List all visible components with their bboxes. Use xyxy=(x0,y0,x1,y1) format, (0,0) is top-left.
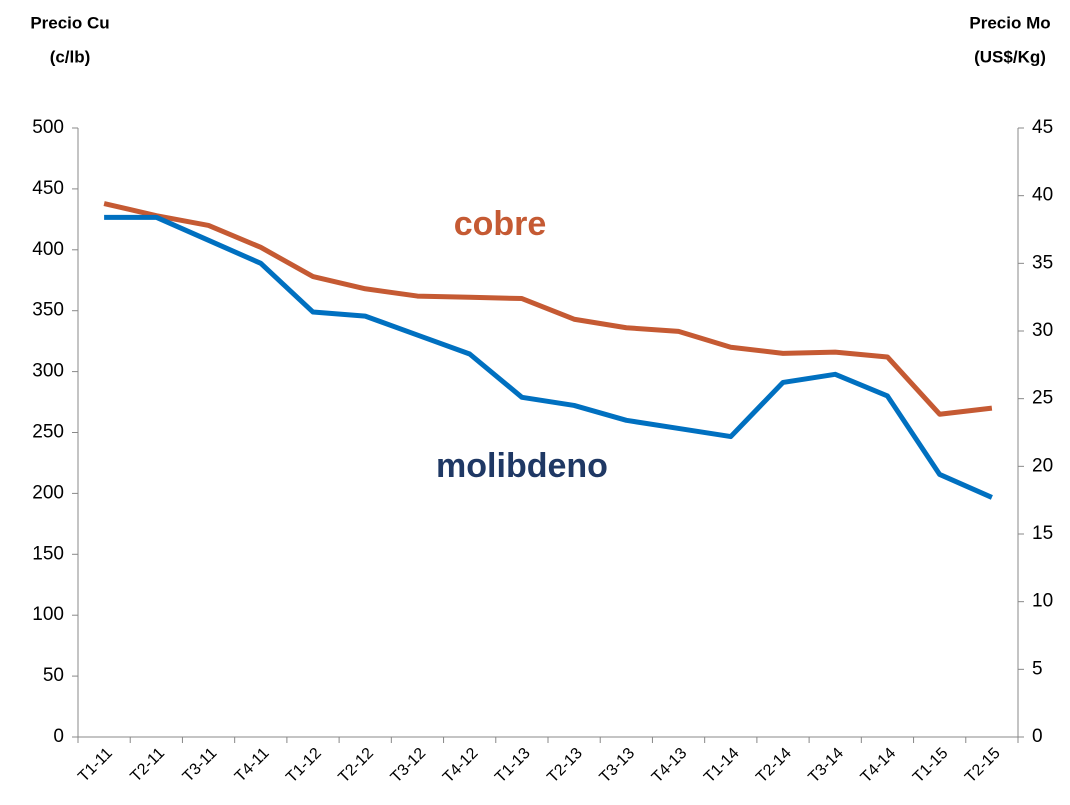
y-tick-label: 0 xyxy=(53,726,64,747)
y-axis-title: Precio Cu xyxy=(30,13,109,32)
y2-tick-label: 25 xyxy=(1032,388,1053,409)
x-tick-label: T1-13 xyxy=(492,745,534,787)
x-tick-label: T3-12 xyxy=(388,745,430,787)
series-line xyxy=(104,214,993,500)
x-tick-label: T4-12 xyxy=(440,745,482,787)
y-tick-label: 350 xyxy=(32,300,64,321)
y-tick-label: 400 xyxy=(32,239,64,260)
x-tick-label: T4-11 xyxy=(232,745,273,786)
y-tick-label: 100 xyxy=(32,604,64,625)
y2-axis-title: Precio Mo xyxy=(969,13,1050,32)
series-label: molibdeno xyxy=(436,447,608,485)
x-tick-label: T2-14 xyxy=(753,745,795,787)
y-tick-label: 150 xyxy=(32,543,64,564)
x-tick-label: T1-12 xyxy=(283,745,325,787)
series-label: cobre xyxy=(454,205,547,243)
x-tick-label: T2-12 xyxy=(335,745,377,787)
y-tick-label: 200 xyxy=(32,482,64,503)
y2-tick-label: 15 xyxy=(1032,523,1053,544)
y2-tick-label: 10 xyxy=(1032,591,1053,612)
y2-tick-label: 45 xyxy=(1032,117,1053,138)
x-tick-label: T2-13 xyxy=(544,745,586,787)
y2-axis-title: (US$/Kg) xyxy=(974,47,1046,66)
x-tick-label: T4-14 xyxy=(858,745,900,787)
x-tick-label: T1-14 xyxy=(701,745,743,787)
x-tick-label: T3-13 xyxy=(597,745,639,787)
y2-tick-label: 35 xyxy=(1032,252,1053,273)
y-tick-label: 500 xyxy=(32,117,64,138)
x-tick-label: T2-11 xyxy=(127,745,168,786)
y2-tick-label: 0 xyxy=(1032,726,1043,747)
y-tick-label: 450 xyxy=(32,178,64,199)
y2-tick-label: 30 xyxy=(1032,320,1053,341)
y2-tick-label: 20 xyxy=(1032,455,1053,476)
y-axis-title: (c/lb) xyxy=(50,47,91,66)
y2-tick-label: 40 xyxy=(1032,185,1053,206)
x-tick-label: T1-11 xyxy=(75,745,116,786)
y2-tick-label: 5 xyxy=(1032,658,1043,679)
x-tick-label: T3-11 xyxy=(180,745,221,786)
x-tick-label: T1-15 xyxy=(910,745,952,787)
series-line xyxy=(103,201,993,417)
y-tick-label: 50 xyxy=(43,665,64,686)
x-tick-label: T2-15 xyxy=(962,745,1004,787)
y-tick-label: 300 xyxy=(32,361,64,382)
x-tick-label: T4-13 xyxy=(649,745,691,787)
x-tick-label: T3-14 xyxy=(805,745,847,787)
y-tick-label: 250 xyxy=(32,422,64,443)
